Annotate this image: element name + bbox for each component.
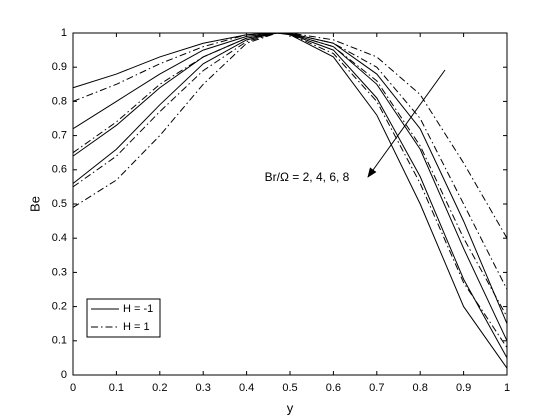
x-tick-label: 0.2: [152, 382, 167, 394]
x-tick-label: 0.1: [109, 382, 124, 394]
y-tick-label: 0: [61, 369, 67, 381]
annotation: Br/Ω = 2, 4, 6, 8: [265, 170, 350, 184]
y-tick-label: 0.9: [52, 61, 67, 73]
x-tick-label: 0: [70, 382, 76, 394]
x-tick-label: 0.3: [196, 382, 211, 394]
x-axis-label: y: [287, 400, 294, 415]
y-tick-label: 0.1: [52, 335, 67, 347]
x-tick-label: 0.9: [456, 382, 471, 394]
y-tick-label: 0.6: [52, 164, 67, 176]
x-tick-label: 0.6: [326, 382, 341, 394]
y-tick-label: 0.2: [52, 301, 67, 313]
line-curve: [72, 32, 508, 348]
x-tick-label: 1: [504, 382, 510, 394]
annotation-arrow: [367, 69, 446, 178]
x-tick-label: 0.8: [413, 382, 428, 394]
legend-label: H = 1: [123, 321, 150, 333]
y-tick-label: 0.4: [52, 232, 67, 244]
y-tick-label: 0.7: [52, 130, 67, 142]
y-tick-label: 0.5: [52, 198, 67, 210]
legend-box: [86, 298, 161, 338]
y-tick-label: 0.8: [52, 95, 67, 107]
y-tick-label: 1: [61, 27, 67, 39]
x-tick-label: 0.7: [369, 382, 384, 394]
y-axis-label: Be: [27, 196, 42, 212]
y-tick-label: 0.3: [52, 266, 67, 278]
x-tick-label: 0.5: [282, 382, 297, 394]
x-tick-label: 0.4: [239, 382, 254, 394]
legend-label: H = -1: [123, 303, 153, 315]
